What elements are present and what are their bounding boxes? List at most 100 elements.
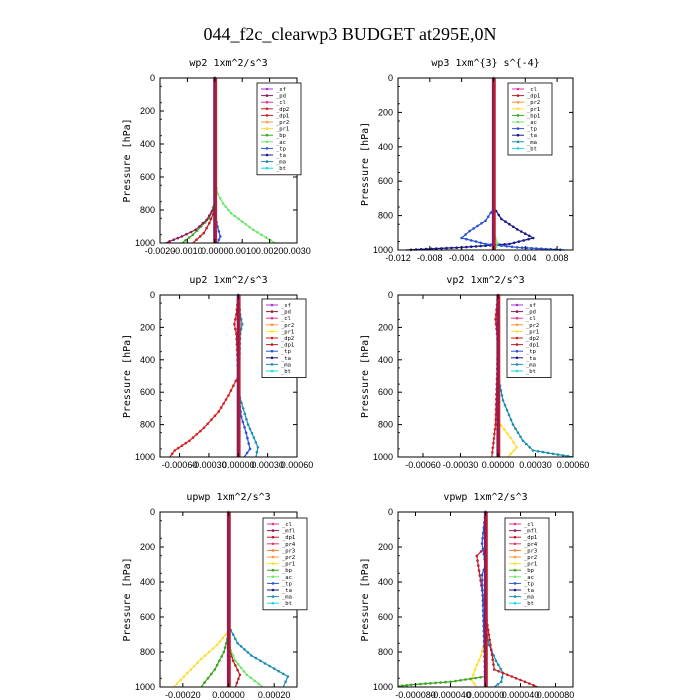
legend-label: _bt — [282, 601, 292, 607]
legend-marker — [516, 140, 520, 144]
legend-label: _ta — [276, 153, 286, 159]
series-marker — [503, 428, 506, 431]
y-tick-label: 800 — [378, 211, 393, 221]
legend-marker — [513, 542, 517, 546]
y-tick-label: 1000 — [135, 238, 155, 248]
series-marker — [234, 318, 237, 321]
legend-label: _pd — [526, 310, 536, 316]
legend-marker — [513, 568, 517, 572]
legend-marker — [270, 349, 274, 353]
series-marker — [506, 432, 509, 435]
x-tick-label: 0.000080 — [537, 690, 575, 700]
series-marker — [492, 663, 495, 666]
legend-marker — [516, 100, 520, 104]
series-marker — [492, 437, 496, 440]
x-tick-label: -0.008 — [417, 253, 443, 263]
series-marker — [449, 680, 452, 684]
series-marker — [234, 637, 237, 641]
series-marker — [527, 237, 530, 241]
legend-marker — [271, 562, 275, 565]
series-marker — [472, 227, 475, 230]
series-marker — [556, 453, 560, 456]
series-marker — [477, 564, 480, 567]
y-tick-label: 800 — [378, 647, 393, 657]
series-marker — [439, 681, 442, 684]
legend-marker — [265, 133, 269, 137]
series-marker — [517, 240, 521, 243]
series-marker — [465, 245, 468, 249]
series-marker — [235, 681, 239, 685]
series-marker — [468, 229, 471, 233]
series-marker — [464, 233, 467, 236]
series-marker — [514, 677, 518, 680]
series-marker — [284, 680, 287, 684]
x-tick-label: 0.000 — [482, 253, 505, 263]
series-marker — [503, 403, 507, 407]
series-marker — [481, 583, 484, 587]
legend-label: _dp1 — [276, 113, 289, 119]
series-marker — [248, 225, 251, 229]
series-marker — [203, 654, 207, 657]
series-marker — [233, 322, 236, 326]
legend-label: _tp — [527, 127, 537, 133]
x-tick-label: -0.000080 — [395, 690, 436, 700]
legend-marker — [271, 601, 275, 605]
series-marker — [224, 398, 228, 401]
legend-box — [507, 82, 553, 156]
series-marker — [252, 436, 256, 439]
series-marker — [179, 678, 182, 682]
legend-marker — [265, 87, 269, 91]
legend-marker — [515, 349, 519, 353]
series-marker — [430, 247, 433, 251]
series-marker — [472, 673, 475, 677]
series-marker — [205, 226, 208, 230]
series-marker — [506, 673, 509, 677]
series-marker — [490, 653, 494, 656]
legend-marker — [515, 356, 519, 360]
series-marker — [525, 246, 529, 250]
legend-marker — [265, 160, 269, 163]
legend-marker — [270, 356, 274, 360]
series-marker — [507, 413, 511, 417]
legend-marker — [513, 522, 517, 526]
legend-label: _bt — [527, 146, 537, 152]
x-tick-label: -0.012 — [385, 253, 411, 263]
y-tick-label: 0 — [150, 507, 155, 517]
series-marker — [234, 327, 237, 331]
y-tick-label: 600 — [140, 387, 155, 397]
series-marker — [199, 657, 203, 661]
panel-title: wp2 1xm^2/s^3 — [189, 58, 267, 69]
series-marker — [469, 677, 472, 681]
legend-label: _tp — [524, 581, 534, 587]
series-marker — [528, 682, 531, 685]
series-marker — [487, 633, 491, 637]
series-marker — [219, 197, 222, 200]
legend-marker — [515, 336, 519, 340]
series-marker — [509, 436, 512, 439]
legend-marker — [515, 323, 519, 327]
legend-marker — [270, 336, 274, 340]
series-marker — [195, 433, 198, 436]
series-marker — [480, 222, 483, 225]
series-marker — [512, 225, 515, 229]
series-marker — [523, 680, 527, 684]
series-marker — [508, 222, 511, 226]
legend-label: _dp2 — [526, 336, 539, 342]
y-tick-label: 400 — [140, 577, 155, 587]
series-marker — [493, 427, 497, 431]
y-tick-label: 1000 — [373, 452, 393, 462]
series-marker — [520, 230, 523, 233]
y-tick-label: 200 — [140, 542, 155, 552]
legend-marker — [513, 535, 517, 539]
series-marker — [170, 452, 174, 456]
panels: wp2 1xm^2/s^3 Pressure [hPa] 0 200 400 600 800… — [122, 58, 589, 700]
legend-marker — [271, 582, 275, 585]
series-marker — [207, 650, 211, 654]
legend-label: _pr4 — [524, 542, 538, 548]
series-marker — [524, 232, 527, 235]
legend-label: _bp — [276, 133, 286, 139]
series-marker — [480, 578, 484, 582]
legend-marker — [516, 114, 520, 117]
plot-frame — [397, 77, 574, 251]
series-marker — [515, 446, 519, 449]
